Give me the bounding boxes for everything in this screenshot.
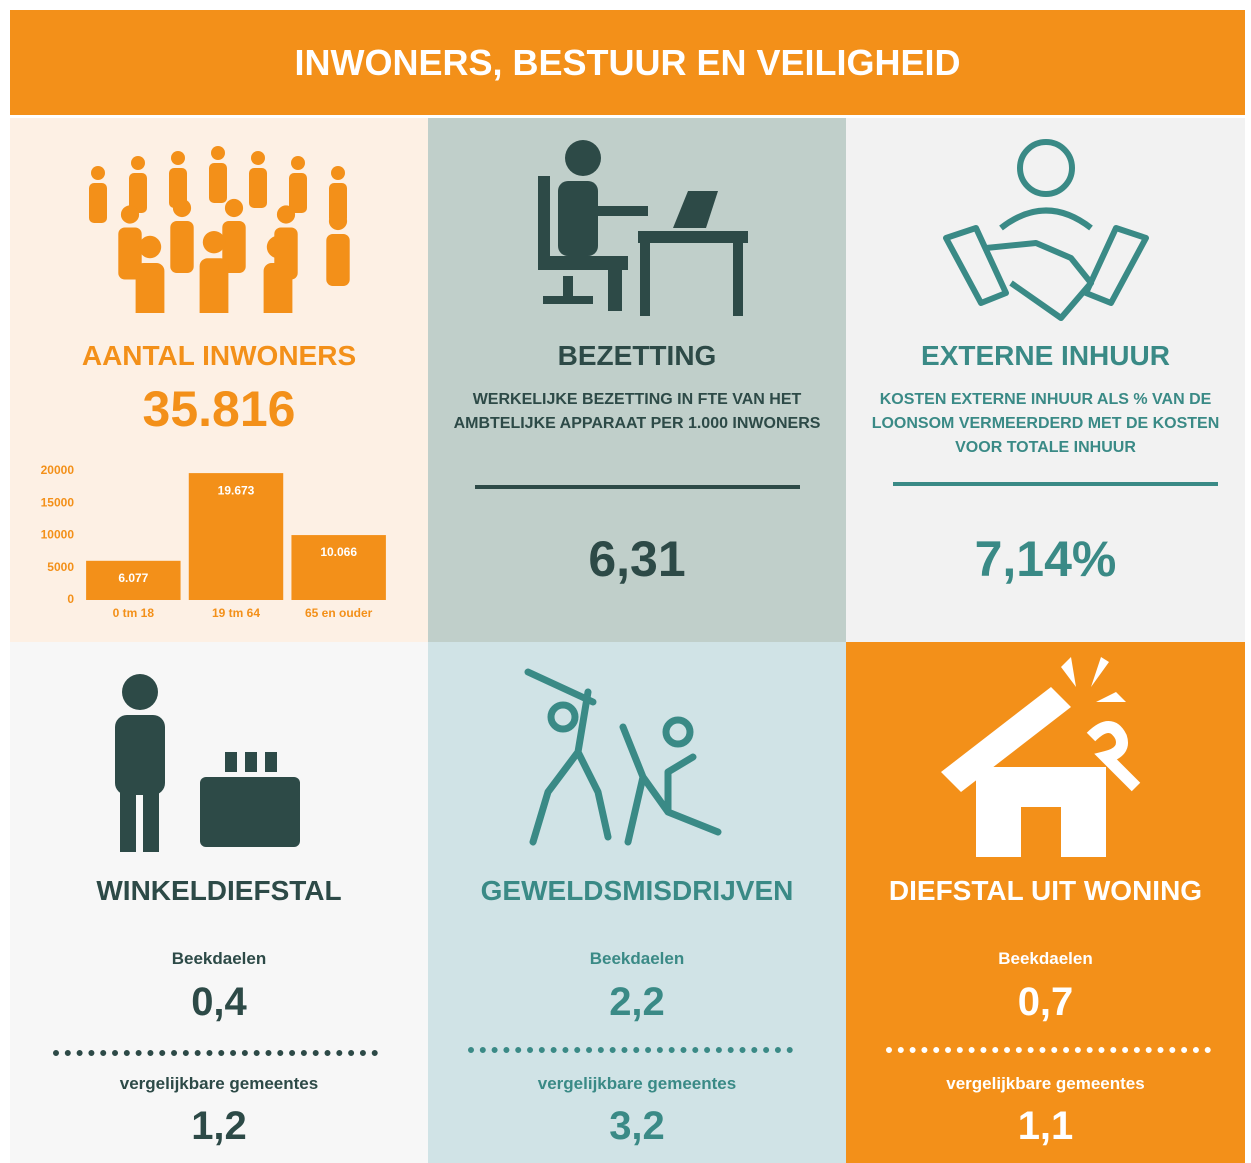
house-icon [941, 657, 1141, 857]
x-tick-label: 0 tm 18 [113, 606, 155, 620]
bar [86, 560, 181, 600]
separator [53, 1050, 378, 1056]
label-b: vergelijkbare gemeentes [946, 1074, 1145, 1093]
panel-value: 6,31 [588, 531, 686, 587]
handshake [943, 139, 1149, 321]
header: INWONERS, BESTUUR EN VEILIGHEID [10, 10, 1245, 115]
handshake-icon [943, 139, 1149, 321]
x-tick-label: 19 tm 64 [212, 606, 260, 620]
shoplifter [115, 674, 300, 852]
panel-title: GEWELDSMISDRIJVEN [480, 875, 794, 906]
bar [291, 535, 386, 600]
label-a: Beekdaelen [998, 949, 1093, 968]
value-a: 0,4 [191, 980, 247, 1024]
value-b: 3,2 [609, 1104, 665, 1148]
crack [1086, 721, 1141, 792]
age-chart: 0 5000 10000 15000 20000 0 tm 18 6.077 19 tm 64… [41, 463, 386, 620]
separator [475, 485, 800, 489]
value-b: 1,2 [191, 1104, 247, 1148]
panel-bezetting: BEZETTING WERKELIJKE BEZETTING IN FTE VA… [428, 118, 846, 642]
y-tick-label: 10000 [41, 528, 75, 542]
panel-description: KOSTEN EXTERNE INHUUR ALS % VAN DE LOONS… [871, 391, 1220, 456]
value-a: 0,7 [1017, 980, 1074, 1024]
panel-winkeldiefstal: WINKELDIEFSTAL Beekdaelen 0,4 vergelijkb… [10, 642, 428, 1163]
house [941, 657, 1126, 857]
label-a: Beekdaelen [171, 949, 267, 968]
people [89, 146, 350, 313]
desk-icon [538, 140, 748, 316]
panel-title: AANTAL INWONERS [81, 340, 357, 371]
value-label: 6.077 [118, 571, 148, 585]
value-label: 10.066 [320, 545, 357, 559]
separator [886, 1047, 1211, 1053]
crowd-icon [89, 146, 350, 313]
separator [893, 482, 1218, 486]
value-b: 1,1 [1017, 1104, 1074, 1148]
panel-value: 35.816 [142, 381, 296, 437]
label-b: vergelijkbare gemeentes [119, 1074, 319, 1093]
panel-description: WERKELIJKE BEZETTING IN FTE VAN HET AMBT… [453, 391, 821, 432]
value-label: 19.673 [218, 483, 255, 497]
bar [188, 473, 284, 600]
shoplifter-icon [115, 674, 300, 852]
separator [468, 1047, 793, 1053]
y-tick-label: 20000 [41, 463, 75, 477]
label-a: Beekdaelen [589, 949, 685, 968]
panel-title: DIEFSTAL UIT WONING [888, 875, 1203, 906]
x-tick-label: 65 en ouder [305, 606, 373, 620]
desk-figure [538, 140, 748, 316]
panel-diefstal-uit-woning: DIEFSTAL UIT WONING Beekdaelen 0,7 verge… [846, 642, 1245, 1163]
violence-icon [524, 668, 722, 846]
panel-externe-inhuur: EXTERNE INHUUR KOSTEN EXTERNE INHUUR ALS… [846, 118, 1245, 642]
panel-title: WINKELDIEFSTAL [96, 875, 342, 906]
y-tick-label: 0 [67, 592, 74, 606]
panel-title: BEZETTING [557, 340, 717, 371]
violence [524, 668, 722, 846]
panel-title: EXTERNE INHUUR [921, 340, 1170, 371]
panel-geweldsmisdrijven: GEWELDSMISDRIJVEN Beekdaelen 2,2 vergeli… [428, 642, 846, 1163]
panel-value: 7,14% [974, 531, 1117, 587]
label-b: vergelijkbare gemeentes [537, 1074, 737, 1093]
y-tick-label: 5000 [47, 560, 74, 574]
y-tick-label: 15000 [41, 495, 75, 509]
value-a: 2,2 [609, 980, 665, 1024]
